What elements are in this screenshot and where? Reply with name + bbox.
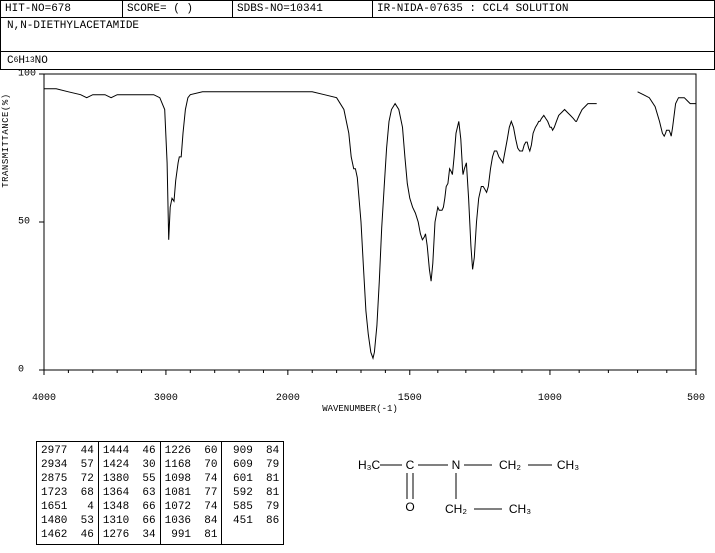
sdbs-no-cell: SDBS-NO=10341 [233,1,373,17]
peak-cell: 1036 84 [165,514,218,528]
svg-text:O: O [406,500,415,514]
peak-cell: 1081 77 [165,486,218,500]
peak-cell: 909 84 [226,444,279,458]
svg-text:CH₃: CH₃ [557,458,579,472]
peak-cell: 2977 44 [41,444,94,458]
peak-cell: 1072 74 [165,500,218,514]
formula-h: H [18,55,25,67]
formula: C6H13NO [0,52,715,70]
peak-cell: 1380 55 [103,472,156,486]
xtick: 1000 [538,393,562,404]
ytick: 50 [18,217,30,228]
peak-cell: 1348 66 [103,500,156,514]
spectrum-chart: TRANSMITTANCE(%) WAVENUMBER(-1) 050100 4… [20,70,700,390]
peak-column: 1444 461424 301380 551364 631348 661310 … [99,442,161,544]
peak-cell: 2875 72 [41,472,94,486]
peak-cell: 609 79 [226,458,279,472]
svg-text:CH₂: CH₂ [445,502,467,516]
bottom-section: 2977 442934 572875 721723 681651 41480 5… [36,441,584,545]
y-axis-label: TRANSMITTANCE(%) [1,93,11,187]
formula-n: N [35,55,42,67]
peak-cell: 1226 60 [165,444,218,458]
structure-svg: H₃C C O N CH₂ CH₃ CH₂ CH₃ [344,441,584,531]
peak-column: 2977 442934 572875 721723 681651 41480 5… [37,442,99,544]
xtick: 2000 [276,393,300,404]
formula-c: C [7,55,14,67]
structure-diagram: H₃C C O N CH₂ CH₃ CH₂ CH₃ [344,441,584,531]
peak-cell: 1462 46 [41,528,94,542]
formula-o: O [41,55,48,67]
svg-text:H₃C: H₃C [358,458,381,472]
peak-cell: 601 81 [226,472,279,486]
peak-cell: 1276 34 [103,528,156,542]
peak-cell: 2934 57 [41,458,94,472]
chart-svg [20,70,700,390]
peak-cell: 1723 68 [41,486,94,500]
peak-cell: 451 86 [226,514,279,528]
x-axis-label: WAVENUMBER(-1) [322,404,398,414]
peak-cell: 1444 46 [103,444,156,458]
peak-cell: 1480 53 [41,514,94,528]
peak-cell: 1310 66 [103,514,156,528]
xtick: 3000 [154,393,178,404]
compound-name: N,N-DIETHYLACETAMIDE [0,18,715,52]
peak-cell: 991 81 [165,528,218,542]
header-row: HIT-NO=678 SCORE= ( ) SDBS-NO=10341 IR-N… [0,0,715,18]
svg-text:C: C [406,458,415,472]
svg-text:CH₂: CH₂ [499,458,521,472]
peak-cell: 1424 30 [103,458,156,472]
hit-no-cell: HIT-NO=678 [1,1,123,17]
xtick: 1500 [398,393,422,404]
peak-cell: 1364 63 [103,486,156,500]
peak-cell: 585 79 [226,500,279,514]
xtick: 4000 [32,393,56,404]
peak-column: 909 84 609 79 601 81 592 81 585 79 451 8… [222,442,283,544]
peak-cell: 1651 4 [41,500,94,514]
peak-cell: 1098 74 [165,472,218,486]
peak-column: 1226 601168 701098 741081 771072 741036 … [161,442,223,544]
xtick: 500 [687,393,705,404]
peak-cell: 592 81 [226,486,279,500]
ytick: 100 [18,69,36,80]
formula-h-n: 13 [25,56,35,65]
score-cell: SCORE= ( ) [123,1,233,17]
peak-table: 2977 442934 572875 721723 681651 41480 5… [36,441,284,545]
svg-text:N: N [452,458,461,472]
ir-info-cell: IR-NIDA-07635 : CCL4 SOLUTION [373,1,714,17]
peak-cell: 1168 70 [165,458,218,472]
ytick: 0 [18,365,24,376]
svg-text:CH₃: CH₃ [509,502,531,516]
